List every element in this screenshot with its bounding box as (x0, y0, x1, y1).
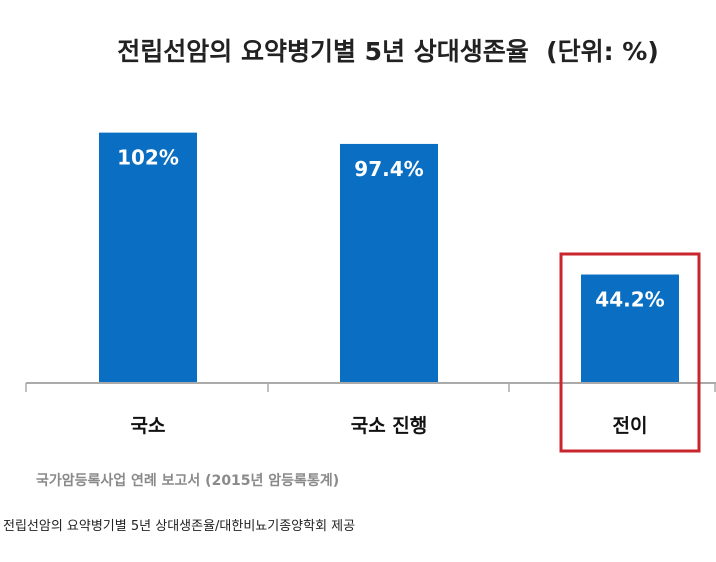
bar-3 (581, 274, 679, 383)
bar-2 (340, 143, 438, 383)
category-label-1: 국소 (131, 415, 166, 437)
source-note: 국가암등록사업 연례 보고서 (2015년 암등록통계) (36, 473, 340, 489)
data-label-2: 97.4% (354, 157, 423, 181)
highlight-box (559, 252, 701, 453)
image-caption: 전립선암의 요약병기별 5년 상대생존율/대한비뇨기종양학회 제공 (3, 519, 356, 534)
chart-title: 전립선암의 요약병기별 5년 상대생존율 (단위: %) (117, 37, 659, 66)
plot-area: 102% 국소 97.4% 국소 진행 44.2% 전이 (25, 132, 716, 453)
category-label-2: 국소 진행 (351, 415, 428, 437)
data-label-1: 102% (117, 146, 179, 170)
bar-1 (99, 132, 197, 383)
category-label-3: 전이 (613, 415, 648, 437)
bar-chart: 전립선암의 요약병기별 5년 상대생존율 (단위: %) 102% 국소 97.4%… (25, 37, 716, 453)
data-label-3: 44.2% (595, 288, 664, 312)
